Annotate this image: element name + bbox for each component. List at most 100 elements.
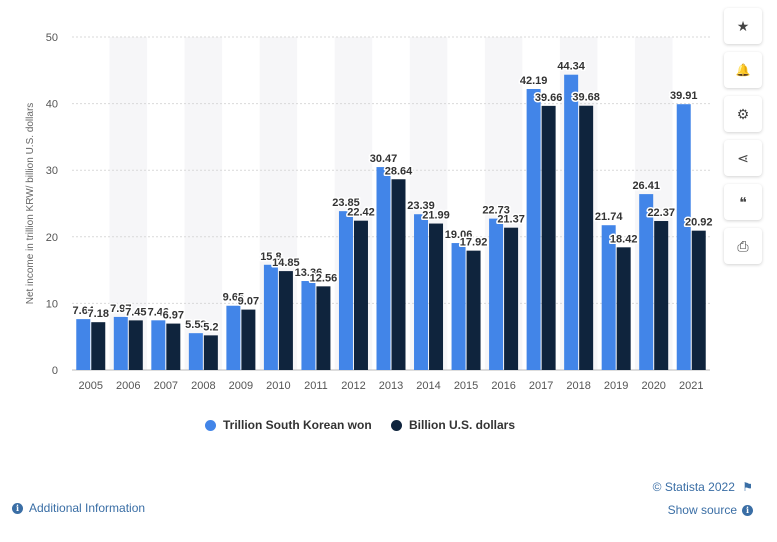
x-tick-label: 2016	[491, 380, 515, 392]
data-label: 28.64	[385, 165, 413, 177]
settings-button[interactable]: ⚙	[724, 96, 762, 132]
x-tick-label: 2013	[379, 380, 403, 392]
bar	[278, 271, 293, 370]
bar	[429, 223, 444, 370]
data-label: 6.97	[163, 310, 184, 322]
bar	[113, 316, 128, 370]
cite-button[interactable]: ❝	[724, 184, 762, 220]
data-label: 7.18	[88, 308, 109, 320]
data-label: 9.65	[223, 292, 244, 304]
additional-information-link[interactable]: i Additional Information	[12, 501, 145, 515]
x-tick-label: 2008	[191, 380, 215, 392]
bar	[541, 105, 556, 370]
x-tick-label: 2020	[641, 380, 665, 392]
bar	[263, 264, 278, 370]
data-label: 7.64	[73, 305, 95, 317]
bar	[338, 211, 353, 370]
column-band	[184, 37, 223, 370]
data-label: 39.91	[670, 90, 698, 102]
data-label: 39.66	[535, 92, 563, 104]
x-tick-label: 2009	[229, 380, 253, 392]
copyright-link[interactable]: © Statista 2022 ⚑	[653, 480, 753, 494]
notification-button[interactable]: 🔔	[724, 52, 762, 88]
data-label: 39.68	[572, 92, 600, 104]
data-label: 44.34	[557, 61, 585, 73]
data-label: 5.2	[203, 321, 218, 333]
bar	[226, 305, 241, 370]
data-label: 20.92	[685, 217, 713, 229]
bell-icon: 🔔	[735, 63, 751, 77]
y-tick-label: 50	[46, 32, 58, 44]
share-button[interactable]: ⋖	[724, 140, 762, 176]
y-tick-label: 10	[46, 298, 58, 310]
print-button[interactable]: ⎙	[724, 228, 762, 264]
gear-icon: ⚙	[736, 105, 750, 122]
favorite-button[interactable]: ★	[724, 8, 762, 44]
legend-item-won[interactable]: Trillion South Korean won	[204, 418, 372, 432]
bar	[639, 194, 654, 370]
data-label: 23.39	[407, 200, 435, 212]
bar	[564, 74, 579, 370]
bar	[203, 335, 218, 370]
flag-icon: ⚑	[742, 480, 753, 494]
data-label: 23.85	[332, 197, 360, 209]
x-tick-label: 2019	[604, 380, 628, 392]
data-label: 5.53	[185, 319, 206, 331]
bar-chart: 0 10 20 30 40 50 Net income in trillion KRW/ b…	[25, 32, 714, 392]
legend-swatch-usd	[391, 419, 402, 431]
bar	[188, 333, 203, 370]
data-label: 42.19	[520, 75, 548, 87]
x-tick-label: 2006	[116, 380, 140, 392]
x-tick-label: 2021	[679, 380, 703, 392]
legend-label-won: Trillion South Korean won	[222, 418, 372, 432]
copyright-text: © Statista 2022	[652, 480, 735, 494]
x-tick-label: 2010	[266, 380, 290, 392]
data-label: 22.37	[647, 207, 675, 219]
bar	[151, 320, 166, 370]
x-tick-label: 2012	[341, 380, 365, 392]
legend-item-usd[interactable]: Billion U.S. dollars	[391, 418, 515, 432]
bar	[616, 247, 631, 370]
data-label: 15.8	[260, 251, 281, 263]
show-source-link[interactable]: Show source i	[668, 503, 753, 517]
bar	[414, 214, 429, 370]
bar	[654, 221, 669, 370]
share-icon: ⋖	[737, 149, 749, 166]
bar	[391, 179, 406, 370]
data-label: 21.74	[595, 211, 623, 223]
x-tick-label: 2007	[154, 380, 178, 392]
bar	[91, 322, 106, 370]
y-axis-label: Net income in trillion KRW/ billion U.S.…	[25, 103, 36, 305]
bar	[451, 243, 466, 370]
data-label: 22.42	[347, 207, 375, 219]
bar	[466, 250, 481, 370]
bar	[241, 309, 256, 370]
star-icon: ★	[736, 17, 750, 34]
data-label: 7.97	[110, 303, 131, 315]
data-label: 7.46	[148, 306, 169, 318]
data-label: 22.73	[482, 205, 510, 217]
data-label: 18.42	[610, 233, 638, 245]
bar	[504, 227, 519, 370]
y-tick-label: 40	[46, 99, 58, 111]
bar	[376, 167, 391, 370]
data-label: 9.07	[238, 296, 259, 308]
additional-information-label: Additional Information	[29, 501, 146, 515]
legend-swatch-won	[204, 419, 216, 431]
data-label: 7.45	[125, 306, 146, 318]
x-tick-label: 2015	[454, 380, 478, 392]
legend: Trillion South Korean won Billion U.S. d…	[0, 418, 720, 434]
bar	[76, 319, 91, 370]
quote-icon: ❝	[739, 193, 747, 210]
data-label: 17.92	[460, 237, 488, 249]
x-tick-label: 2014	[416, 380, 440, 392]
x-tick-label: 2018	[566, 380, 590, 392]
info-icon: i	[12, 502, 23, 514]
data-label: 30.47	[370, 153, 398, 165]
bar	[691, 230, 706, 370]
bar	[601, 225, 616, 370]
source-info-icon: i	[742, 504, 753, 516]
bar	[579, 105, 594, 370]
bar	[353, 220, 368, 370]
legend-label-usd: Billion U.S. dollars	[409, 418, 516, 432]
